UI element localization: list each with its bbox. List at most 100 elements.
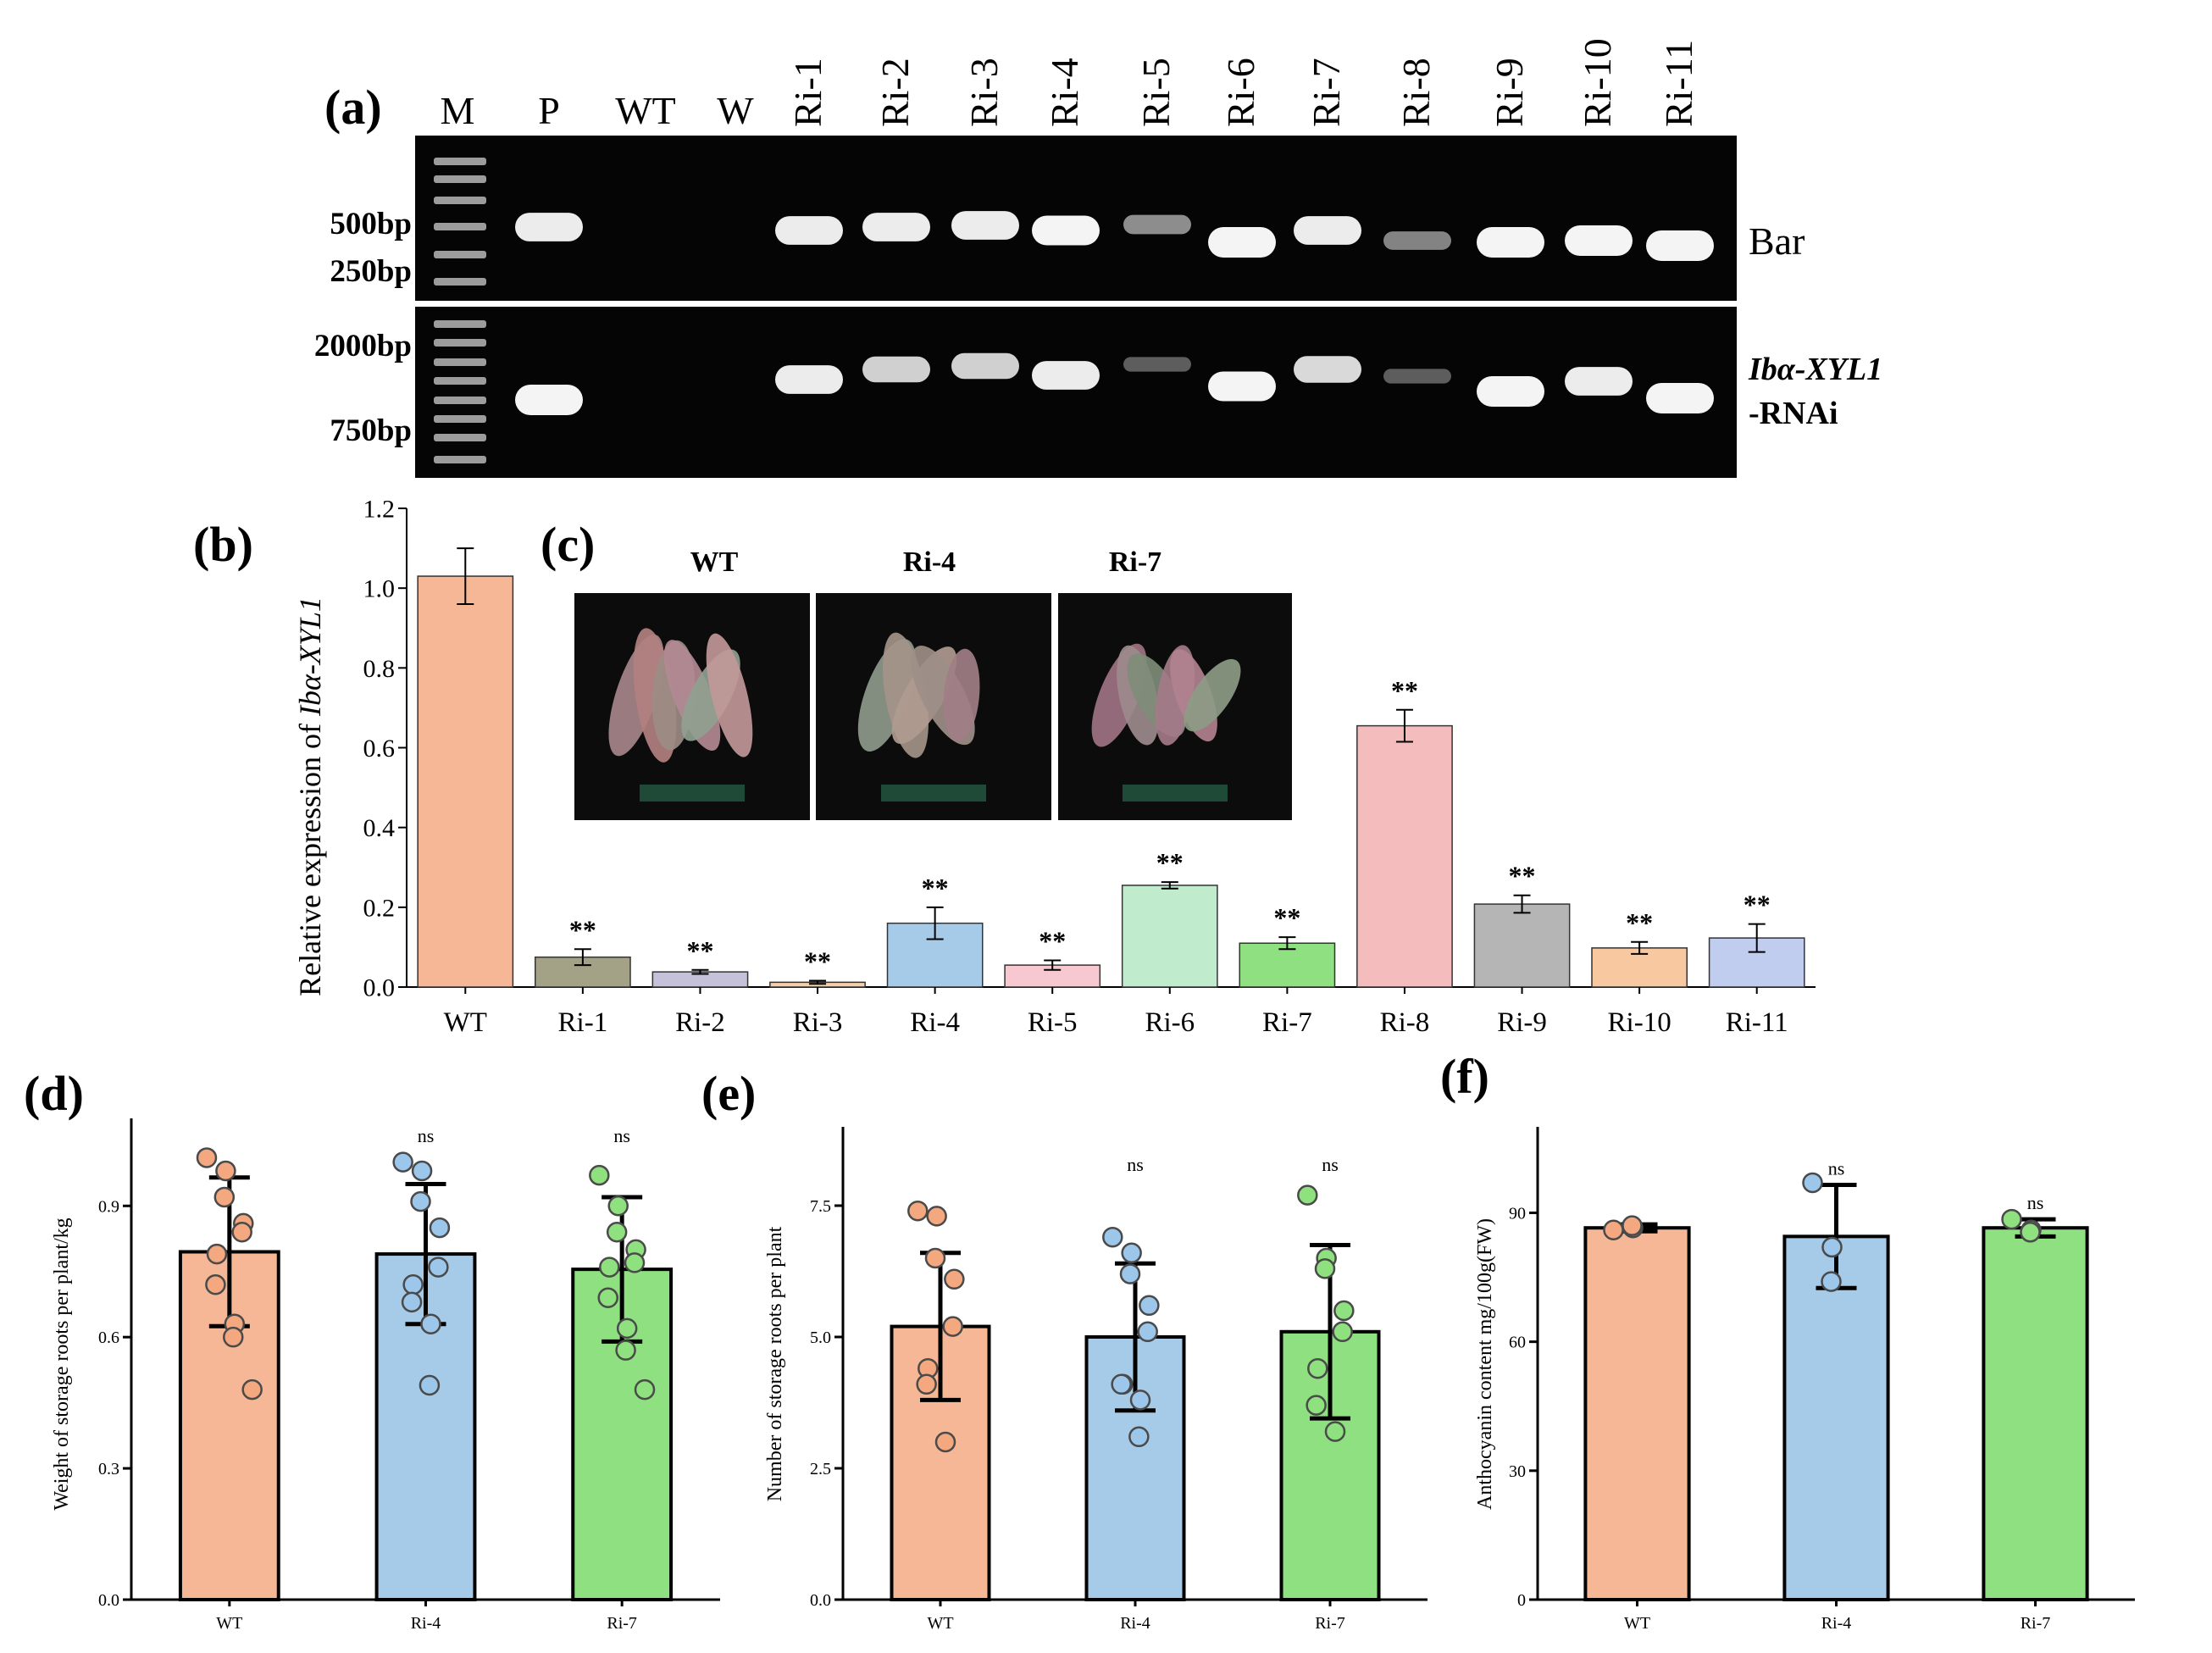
x-tick-label: WT	[1624, 1614, 1650, 1633]
x-tick-label: Ri-4	[1821, 1614, 1852, 1633]
gel-band	[775, 365, 843, 394]
photo-ruler	[881, 785, 986, 802]
photo-ruler	[640, 785, 745, 802]
data-point	[402, 1273, 424, 1295]
gel-lane-label: Ri-1	[786, 58, 829, 127]
gel-band	[1123, 214, 1191, 235]
chart-e: 0.0 2.5 5.0 7.5 WT Ri-4 ns Ri-7 ns	[810, 1127, 1428, 1633]
panel-label-d: (d)	[24, 1066, 84, 1121]
data-point	[410, 1190, 431, 1212]
ladder-band	[434, 158, 486, 165]
significance-label: ns	[1828, 1157, 1845, 1179]
data-point	[934, 1431, 956, 1453]
data-point	[2020, 1222, 2041, 1243]
x-tick-label: Ri-11	[1726, 1007, 1788, 1038]
data-point	[1333, 1300, 1355, 1322]
x-tick-label: Ri-7	[1315, 1614, 1345, 1633]
significance-label: **	[1039, 925, 1066, 956]
gel-lane-label: Ri-10	[1576, 38, 1619, 127]
x-tick-label: Ri-7	[2021, 1614, 2051, 1633]
gel-band	[1032, 215, 1100, 246]
x-tick-label: Ri-4	[1120, 1614, 1150, 1633]
storage-root-shape	[706, 633, 753, 757]
gel-lane-label: Ri-6	[1219, 58, 1262, 127]
chart-b-ylabel: Relative expression of Ibα-XYL1	[293, 596, 327, 996]
gel-lane-label: Ri-9	[1488, 58, 1531, 127]
storage-root-shape	[1184, 658, 1241, 732]
ladder-band	[434, 434, 486, 441]
significance-label: **	[1156, 847, 1184, 878]
gel-band	[862, 356, 930, 383]
ladder-band	[434, 339, 486, 347]
data-point	[1622, 1215, 1643, 1236]
y-tick-label: 1.2	[363, 496, 396, 524]
y-tick-label: 60	[1509, 1334, 1526, 1352]
panel-label-f: (f)	[1440, 1049, 1489, 1104]
gel-lane-labels: M P WT W Ri-1 Ri-2 Ri-3 Ri-4 Ri-5 Ri-6 Ri-7 Ri-8 Ri-…	[441, 38, 1700, 132]
panel-label-b: (b)	[193, 517, 253, 572]
gel-top-gene-label: Bar	[1749, 219, 1805, 263]
data-point	[1128, 1426, 1150, 1448]
significance-label: **	[569, 914, 596, 945]
significance-label: **	[1273, 902, 1300, 933]
gel-lane-label: Ri-8	[1394, 58, 1438, 127]
photo-label-ri7: Ri-7	[1109, 546, 1161, 578]
panel-label-a: (a)	[324, 80, 382, 135]
data-point	[589, 1164, 610, 1186]
significance-label: **	[1391, 675, 1418, 706]
ladder-band	[434, 358, 486, 366]
gel-lane-label: Ri-7	[1305, 58, 1348, 127]
y-tick-label: 0.9	[98, 1197, 119, 1216]
data-point	[392, 1151, 413, 1173]
data-point	[419, 1374, 441, 1396]
bar	[1583, 1226, 1691, 1602]
significance-label: ns	[613, 1125, 630, 1146]
chart-f: 0 30 60 90 WT Ri-4 ns Ri-7 ns	[1509, 1127, 2135, 1633]
data-point	[1129, 1390, 1151, 1411]
data-point	[420, 1313, 441, 1334]
gel-lane-label: P	[538, 89, 560, 132]
gel-band	[1032, 361, 1100, 390]
bar	[417, 575, 514, 988]
chart-e-ylabel: Number of storage roots per plant	[764, 1226, 786, 1501]
y-tick-label: 0.0	[363, 974, 396, 1002]
data-point	[206, 1243, 228, 1265]
significance-label: ns	[1322, 1154, 1339, 1175]
data-point	[1603, 1219, 1624, 1240]
data-point	[196, 1147, 218, 1168]
gel-band	[1123, 357, 1191, 372]
ladder-band	[434, 320, 486, 328]
gel-band	[1208, 371, 1276, 402]
y-tick-label: 7.5	[810, 1197, 831, 1216]
x-tick-label: WT	[927, 1614, 953, 1633]
data-point	[607, 1195, 629, 1217]
data-point	[223, 1326, 244, 1348]
x-tick-label: Ri-7	[1262, 1007, 1312, 1038]
data-point	[907, 1200, 929, 1222]
ladder-band	[434, 456, 486, 463]
gel-band	[1383, 231, 1451, 250]
y-tick-label: 2.5	[810, 1460, 831, 1478]
marker-250bp: 250bp	[330, 254, 412, 289]
photo-label-wt: WT	[690, 546, 739, 578]
marker-750bp: 750bp	[330, 413, 412, 448]
data-point	[231, 1222, 252, 1243]
data-point	[1821, 1271, 1842, 1292]
data-point	[241, 1378, 263, 1401]
data-point	[597, 1287, 618, 1308]
storage-root-photos	[574, 593, 1292, 820]
data-point	[1324, 1421, 1346, 1442]
gel-band	[1565, 367, 1633, 396]
y-tick-label: 0.0	[98, 1591, 119, 1610]
ladder-band	[434, 377, 486, 385]
data-point	[411, 1160, 433, 1182]
data-point	[401, 1291, 423, 1313]
data-point	[2001, 1208, 2022, 1230]
data-point	[616, 1317, 638, 1340]
data-point	[944, 1268, 965, 1290]
marker-2000bp: 2000bp	[314, 329, 412, 363]
marker-500bp: 500bp	[330, 207, 412, 241]
y-tick-label: 90	[1509, 1204, 1526, 1223]
gel-band	[951, 211, 1019, 240]
